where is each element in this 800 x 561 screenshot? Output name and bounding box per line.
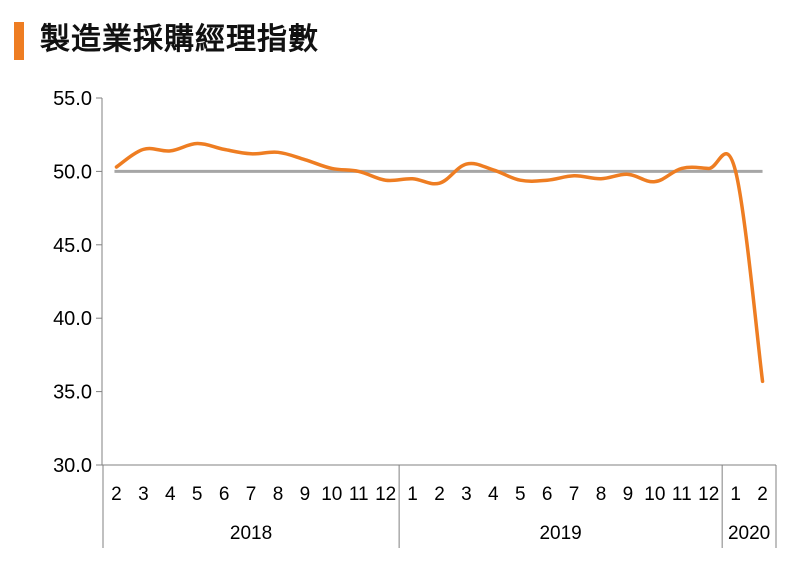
year-label: 2019 — [539, 523, 581, 544]
chart-title: 製造業採購經理指數 — [40, 22, 319, 57]
y-tick-label: 30.0 — [53, 455, 92, 477]
y-tick-label: 45.0 — [53, 235, 92, 257]
y-tick-label: 40.0 — [53, 308, 92, 330]
x-tick-label: 6 — [542, 484, 553, 505]
y-tick-labels: 55.0 50.0 45.0 40.0 35.0 30.0 — [53, 88, 92, 477]
x-tick-label: 1 — [730, 484, 741, 505]
x-tick-label: 5 — [192, 484, 203, 505]
x-tick-label: 3 — [138, 484, 149, 505]
x-tick-label: 7 — [246, 484, 257, 505]
x-tick-label: 2 — [434, 484, 445, 505]
x-tick-label: 9 — [300, 484, 311, 505]
series-line — [114, 141, 765, 384]
x-tick-label: 8 — [596, 484, 607, 505]
year-label: 2020 — [728, 523, 770, 544]
data-points — [116, 143, 763, 382]
x-tick-label: 2 — [111, 484, 122, 505]
x-tick-label: 11 — [349, 484, 369, 505]
x-tick-label: 12 — [698, 484, 719, 505]
x-tick-label: 7 — [569, 484, 580, 505]
x-tick-label: 1 — [407, 484, 418, 505]
y-tick-label: 35.0 — [53, 382, 92, 404]
x-tick-label: 8 — [273, 484, 284, 505]
x-tick-label: 12 — [375, 484, 396, 505]
year-labels: 2018 2019 2020 — [230, 523, 770, 544]
x-tick-label: 2 — [757, 484, 768, 505]
title-accent-bar — [14, 22, 24, 60]
x-tick-label: 4 — [488, 484, 499, 505]
x-tick-label: 11 — [672, 484, 692, 505]
x-tick-label: 9 — [623, 484, 634, 505]
axes — [96, 97, 777, 548]
x-tick-label: 6 — [219, 484, 230, 505]
x-tick-label: 10 — [321, 484, 342, 505]
year-label: 2018 — [230, 523, 272, 544]
x-tick-label: 3 — [461, 484, 472, 505]
x-tick-label: 4 — [165, 484, 176, 505]
x-tick-label: 10 — [644, 484, 665, 505]
x-tick-label: 5 — [515, 484, 526, 505]
x-tick-labels: 2 3 4 5 6 7 8 9 10 11 12 1 2 3 4 5 6 7 8 9 10 11 12 1 2 — [111, 484, 768, 505]
y-tick-label: 55.0 — [53, 88, 92, 110]
y-tick-label: 50.0 — [53, 161, 92, 183]
